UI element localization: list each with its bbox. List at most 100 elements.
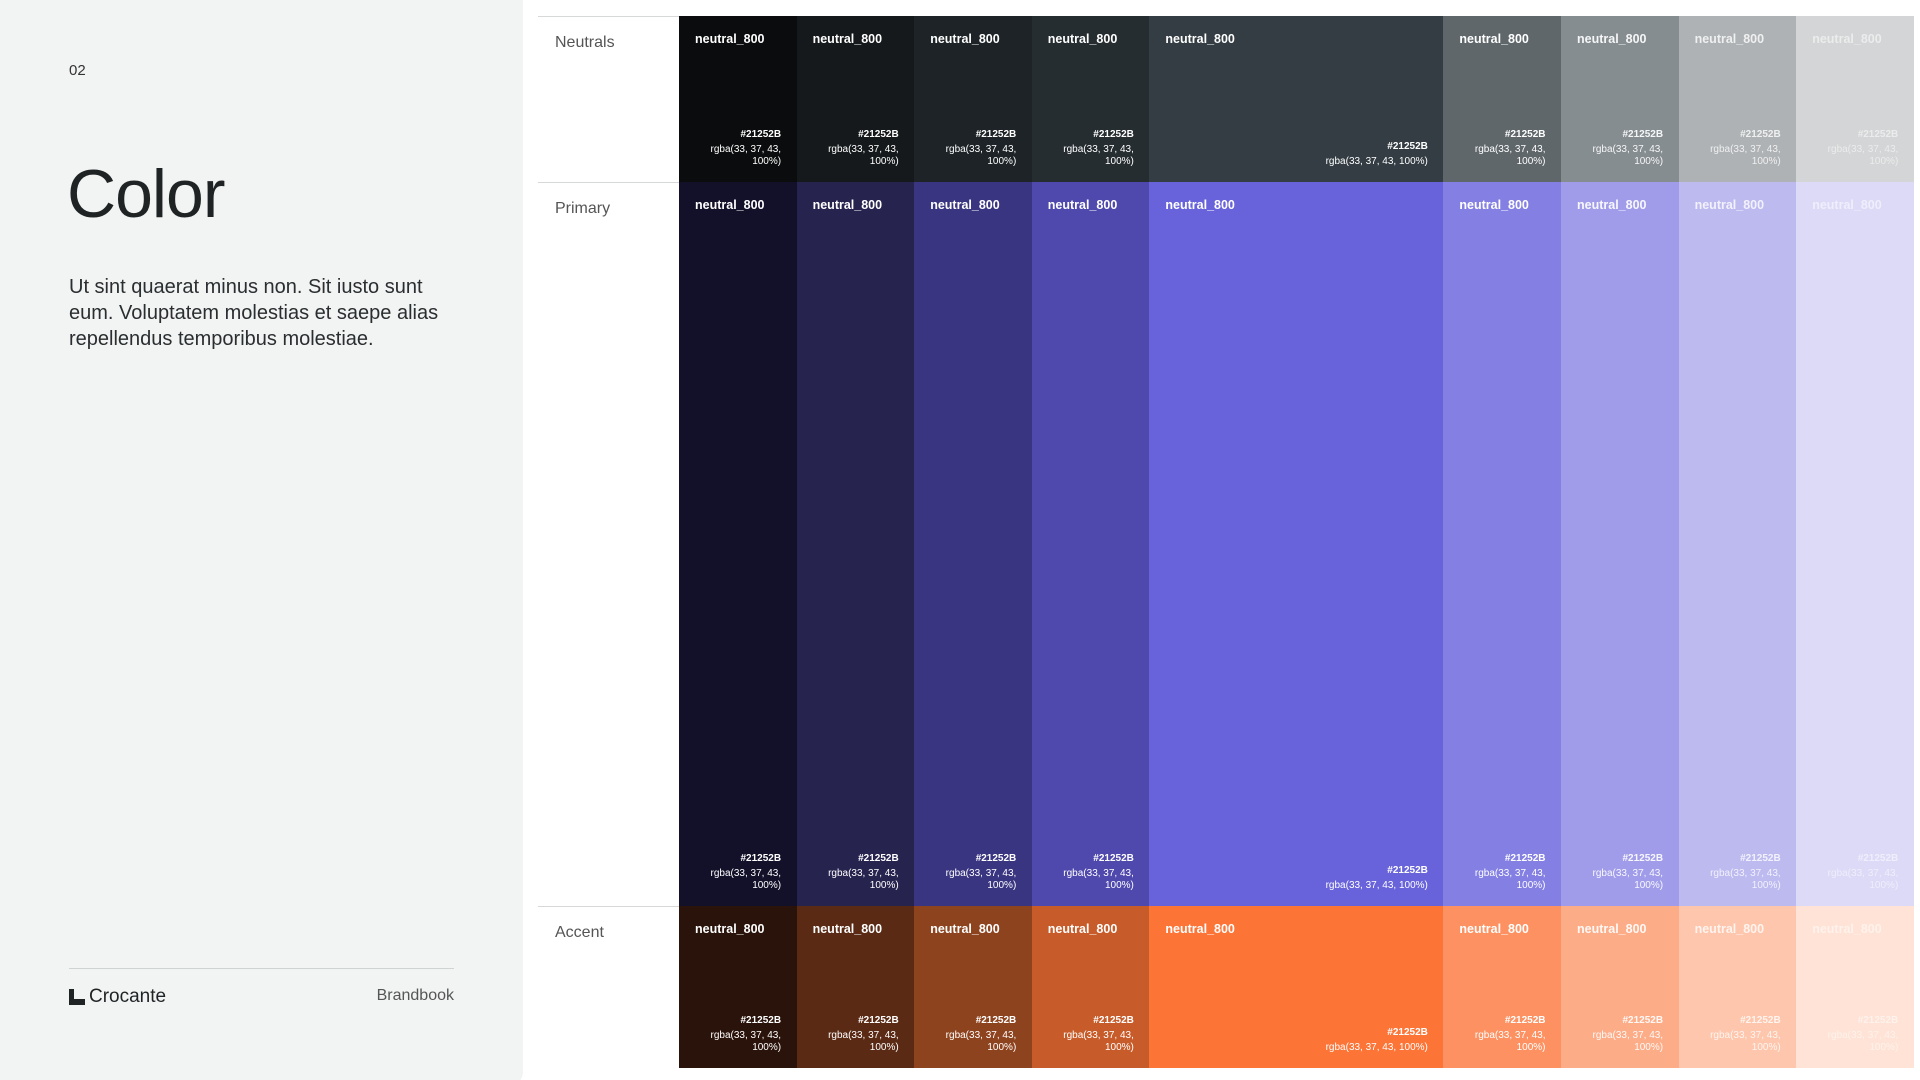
swatch-info: #21252B rgba(33, 37, 43, 100%) <box>1577 129 1663 168</box>
swatch-info: #21252B rgba(33, 37, 43, 100%) <box>1695 853 1781 892</box>
swatch-hex: #21252B <box>1504 1015 1546 1026</box>
color-swatch: neutral_800 #21252B rgba(33, 37, 43, 100%) <box>1443 16 1562 182</box>
swatch-info: #21252B rgba(33, 37, 43, 100%) <box>1695 1015 1781 1054</box>
swatch-rgba: rgba(33, 37, 43, 100%) <box>828 868 899 891</box>
swatch-info: #21252B rgba(33, 37, 43, 100%) <box>1577 853 1663 892</box>
color-swatch: neutral_800 #21252B rgba(33, 37, 43, 100%) <box>1443 182 1562 906</box>
swatch-info: #21252B rgba(33, 37, 43, 100%) <box>695 1015 781 1054</box>
color-swatch: neutral_800 #21252B rgba(33, 37, 43, 100%) <box>1561 16 1680 182</box>
swatch-rgba: rgba(33, 37, 43, 100%) <box>1063 144 1134 167</box>
row-label: Primary <box>555 200 611 217</box>
swatch-rgba: rgba(33, 37, 43, 100%) <box>1592 868 1664 891</box>
color-swatch: neutral_800 #21252B rgba(33, 37, 43, 100%) <box>1031 182 1150 906</box>
swatch-rgba: rgba(33, 37, 43, 100%) <box>1063 868 1134 891</box>
color-swatch: neutral_800 #21252B rgba(33, 37, 43, 100%) <box>679 16 798 182</box>
swatch-name: neutral_800 <box>1577 32 1647 46</box>
swatch-name: neutral_800 <box>1812 922 1882 936</box>
color-swatch: neutral_800 #21252B rgba(33, 37, 43, 100%) <box>796 16 915 182</box>
swatch-info: #21252B rgba(33, 37, 43, 100%) <box>1812 129 1899 168</box>
swatch-name: neutral_800 <box>1459 922 1529 936</box>
swatch-name: neutral_800 <box>1459 32 1529 46</box>
swatch-rgba: rgba(33, 37, 43, 100%) <box>1710 144 1781 167</box>
swatch-info: #21252B rgba(33, 37, 43, 100%) <box>1812 1015 1899 1054</box>
swatch-rgba: rgba(33, 37, 43, 100%) <box>828 144 899 167</box>
description: Ut sint quaerat minus non. Sit iusto sun… <box>69 276 439 350</box>
swatch-rgba: rgba(33, 37, 43, 100%) <box>1474 1030 1546 1053</box>
swatch-name: neutral_800 <box>695 922 765 936</box>
color-swatch: neutral_800 #21252B rgba(33, 37, 43, 100%) <box>1149 906 1444 1068</box>
swatch-name: neutral_800 <box>1459 198 1529 212</box>
swatch-name: neutral_800 <box>1694 198 1765 212</box>
swatch-info: #21252B rgba(33, 37, 43, 100%) <box>930 853 1017 892</box>
swatch-name: neutral_800 <box>1047 922 1118 936</box>
swatch-name: neutral_800 <box>1577 198 1647 212</box>
swatch-info: #21252B rgba(33, 37, 43, 100%) <box>1326 1027 1428 1054</box>
swatch-rgba: rgba(33, 37, 43, 100%) <box>945 868 1017 891</box>
swatch-rgba: rgba(33, 37, 43, 100%) <box>710 144 782 167</box>
color-swatch: neutral_800 #21252B rgba(33, 37, 43, 100%) <box>1443 906 1562 1068</box>
swatch-rgba: rgba(33, 37, 43, 100%) <box>1710 868 1781 891</box>
swatch-hex: #21252B <box>740 1015 782 1026</box>
swatch-info: #21252B rgba(33, 37, 43, 100%) <box>930 1015 1017 1054</box>
color-swatch: neutral_800 #21252B rgba(33, 37, 43, 100%) <box>1796 906 1915 1068</box>
swatch-name: neutral_800 <box>695 32 765 46</box>
swatch-hex: #21252B <box>858 129 899 140</box>
swatch-rgba: rgba(33, 37, 43, 100%) <box>1325 880 1428 891</box>
swatch-rgba: rgba(33, 37, 43, 100%) <box>1827 1030 1899 1053</box>
swatch-rgba: rgba(33, 37, 43, 100%) <box>945 1030 1017 1053</box>
swatch-rgba: rgba(33, 37, 43, 100%) <box>828 1030 899 1053</box>
color-swatch: neutral_800 #21252B rgba(33, 37, 43, 100%) <box>679 906 798 1068</box>
swatch-name: neutral_800 <box>930 32 1000 46</box>
side-panel: 02 Color Ut sint quaerat minus non. Sit … <box>0 0 523 1080</box>
color-swatch: neutral_800 #21252B rgba(33, 37, 43, 100%) <box>1796 16 1915 182</box>
swatch-info: #21252B rgba(33, 37, 43, 100%) <box>1459 853 1546 892</box>
swatch-name: neutral_800 <box>1577 922 1647 936</box>
row-divider <box>538 906 679 907</box>
color-swatch: neutral_800 #21252B rgba(33, 37, 43, 100%) <box>1031 16 1150 182</box>
color-swatch: neutral_800 #21252B rgba(33, 37, 43, 100%) <box>679 182 798 906</box>
swatch-hex: #21252B <box>1857 853 1899 864</box>
swatch-name: neutral_800 <box>1694 922 1765 936</box>
logo-text: Crocante <box>89 986 167 1007</box>
color-swatch: neutral_800 #21252B rgba(33, 37, 43, 100%) <box>914 182 1033 906</box>
palette-row: Neutrals neutral_800 #21252B rgba(33, 37, 4… <box>538 16 1920 182</box>
row-divider <box>538 16 679 17</box>
swatch-name: neutral_800 <box>812 922 883 936</box>
swatch-info: #21252B rgba(33, 37, 43, 100%) <box>1695 129 1781 168</box>
swatch-name: neutral_800 <box>1165 198 1235 212</box>
swatch-info: #21252B rgba(33, 37, 43, 100%) <box>930 129 1017 168</box>
color-swatch: neutral_800 #21252B rgba(33, 37, 43, 100%) <box>796 182 915 906</box>
swatch-rgba: rgba(33, 37, 43, 100%) <box>1827 868 1899 891</box>
swatch-hex: #21252B <box>858 1015 899 1026</box>
swatch-info: #21252B rgba(33, 37, 43, 100%) <box>1048 129 1134 168</box>
swatch-name: neutral_800 <box>1812 32 1882 46</box>
swatch-rgba: rgba(33, 37, 43, 100%) <box>1710 1030 1781 1053</box>
swatch-rgba: rgba(33, 37, 43, 100%) <box>945 144 1017 167</box>
swatch-hex: #21252B <box>1387 865 1428 876</box>
swatch-info: #21252B rgba(33, 37, 43, 100%) <box>813 853 899 892</box>
swatch-hex: #21252B <box>975 1015 1017 1026</box>
swatch-hex: #21252B <box>1387 1027 1428 1038</box>
swatch-name: neutral_800 <box>812 198 883 212</box>
swatch-name: neutral_800 <box>1165 922 1235 936</box>
swatch-rgba: rgba(33, 37, 43, 100%) <box>1325 1042 1428 1053</box>
swatch-info: #21252B rgba(33, 37, 43, 100%) <box>1812 853 1899 892</box>
swatch-name: neutral_800 <box>1047 198 1118 212</box>
palette-row: Accent neutral_800 #21252B rgba(33, 37, 43,… <box>538 906 1920 1068</box>
swatch-hex: #21252B <box>1622 129 1664 140</box>
swatch-name: neutral_800 <box>930 198 1000 212</box>
swatch-info: #21252B rgba(33, 37, 43, 100%) <box>1577 1015 1663 1054</box>
logo-icon <box>69 989 85 1005</box>
color-swatch: neutral_800 #21252B rgba(33, 37, 43, 100%) <box>1678 906 1797 1068</box>
swatch-rgba: rgba(33, 37, 43, 100%) <box>1474 144 1546 167</box>
color-swatch: neutral_800 #21252B rgba(33, 37, 43, 100%) <box>914 906 1033 1068</box>
swatch-rgba: rgba(33, 37, 43, 100%) <box>1827 144 1899 167</box>
swatch-info: #21252B rgba(33, 37, 43, 100%) <box>695 853 781 892</box>
swatch-name: neutral_800 <box>1694 32 1765 46</box>
swatch-hex: #21252B <box>740 129 782 140</box>
swatch-hex: #21252B <box>975 129 1017 140</box>
swatch-info: #21252B rgba(33, 37, 43, 100%) <box>813 129 899 168</box>
color-swatch: neutral_800 #21252B rgba(33, 37, 43, 100%) <box>1149 182 1444 906</box>
swatch-rgba: rgba(33, 37, 43, 100%) <box>710 868 782 891</box>
